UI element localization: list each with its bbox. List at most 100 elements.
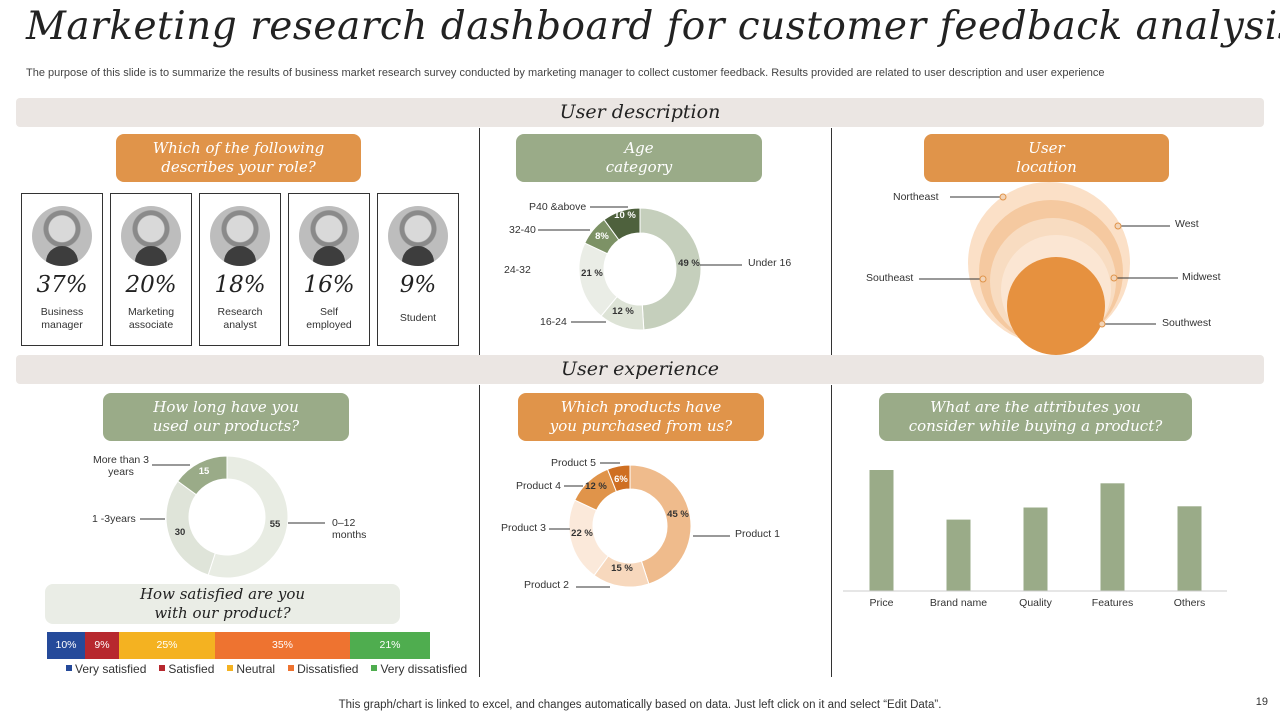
usage-leaders: [140, 464, 325, 524]
role-label: Business: [40, 306, 84, 318]
satisfaction-question: How satisfied are you with our product?: [45, 584, 400, 624]
location-ring-southwest: [1007, 257, 1105, 355]
age-label-under16: Under 16: [748, 257, 792, 269]
attributes-tick-label: Price: [869, 597, 894, 609]
divider: [831, 385, 832, 677]
products-slice-p1: [629, 464, 692, 585]
legend-label: Very satisfied: [75, 662, 147, 676]
usage-question-line1: How long have you: [153, 398, 299, 416]
location-label-midwest: Midwest: [1182, 271, 1221, 283]
avatar: [210, 206, 270, 266]
attributes-bar: [1177, 506, 1202, 591]
divider: [479, 385, 480, 677]
role-label: manager: [41, 319, 83, 331]
location-nested-circles: [968, 182, 1130, 355]
attributes-tick-label: Features: [1091, 597, 1134, 609]
role-percent: 16%: [303, 272, 355, 298]
satisfaction-segment-very-dissatisfied: 21%: [350, 632, 430, 659]
legend-item: Very dissatisfied: [371, 662, 467, 676]
role-label: Research: [217, 306, 263, 318]
age-value-24-32: 21 %: [581, 268, 603, 279]
products-question-line2: you purchased from us?: [549, 417, 733, 435]
legend-item: Dissatisfied: [288, 662, 358, 676]
divider: [831, 128, 832, 355]
role-card-marketing-associate: 20% Marketing associate: [110, 193, 192, 346]
page-number: 19: [1255, 696, 1268, 708]
products-value-p3: 22 %: [571, 528, 593, 539]
products-label-p1: Product 1: [735, 528, 780, 540]
location-header-line1: User: [1028, 139, 1065, 157]
role-card-student: 9% Student: [377, 193, 459, 346]
legend-swatch: [66, 665, 72, 671]
page-subtitle: The purpose of this slide is to summariz…: [26, 67, 1105, 79]
role-question-line2: describes your role?: [161, 158, 316, 176]
location-label-west: West: [1175, 218, 1199, 230]
usage-value-1-3: 30: [174, 527, 186, 538]
avatar: [299, 206, 359, 266]
role-label: Student: [399, 312, 437, 324]
usage-label-1-3: 1 -3years: [92, 513, 136, 525]
legend-label: Very dissatisfied: [380, 662, 468, 676]
products-value-p1: 45 %: [667, 509, 689, 520]
products-value-p2: 15 %: [611, 563, 633, 574]
role-percent: 20%: [125, 272, 177, 298]
usage-donut-chart: [165, 455, 289, 579]
location-header-line2: location: [1016, 158, 1077, 176]
legend-label: Dissatisfied: [297, 662, 359, 676]
location-header: User location: [924, 134, 1169, 182]
legend-swatch: [159, 665, 166, 671]
attributes-tick-label: Others: [1173, 597, 1206, 609]
legend-label: Satisfied: [168, 662, 215, 676]
avatar: [32, 206, 92, 266]
products-label-p2: Product 2: [524, 579, 569, 591]
satisfaction-question-line1: How satisfied are you: [139, 585, 306, 603]
satisfaction-segment-dissatisfied: 35%: [215, 632, 350, 659]
legend-swatch: [227, 665, 234, 671]
role-label: Self: [319, 306, 339, 318]
products-value-p4: 12 %: [585, 481, 607, 492]
attributes-tick-label: Quality: [1019, 597, 1052, 609]
legend-item: Neutral: [227, 662, 275, 676]
products-label-p3: Product 3: [501, 522, 546, 534]
role-label: associate: [128, 319, 174, 331]
legend-swatch: [371, 665, 378, 671]
footer-note: This graph/chart is linked to excel, and…: [338, 699, 942, 711]
location-label-southwest: Southwest: [1162, 317, 1212, 329]
role-card-business-manager: 37% Business manager: [21, 193, 103, 346]
satisfaction-question-line2: with our product?: [154, 604, 291, 622]
age-header: Age category: [516, 134, 762, 182]
divider: [479, 128, 480, 355]
usage-label-more3: More than 3 years: [92, 454, 150, 478]
satisfaction-bar: 10% 9% 25% 35% 21%: [47, 632, 430, 659]
avatar: [388, 206, 448, 266]
products-value-p5: 6%: [614, 474, 628, 485]
usage-slice-more3: [176, 455, 228, 496]
location-label-southeast: Southeast: [866, 272, 914, 284]
satisfaction-segment-satisfied: 9%: [85, 632, 119, 659]
products-leaders: [549, 462, 730, 588]
attributes-bar: [946, 519, 971, 591]
satisfaction-segment-neutral: 25%: [119, 632, 215, 659]
age-header-line2: category: [605, 158, 673, 176]
attributes-tick-label: Brand name: [929, 597, 988, 609]
products-label-p5: Product 5: [551, 457, 596, 469]
usage-question-line2: used our products?: [152, 417, 300, 435]
products-label-p4: Product 4: [516, 480, 561, 492]
page-title: Marketing research dashboard for custome…: [26, 4, 1280, 49]
usage-slice-0-12: [207, 455, 289, 579]
age-value-16-24: 12 %: [612, 306, 634, 317]
role-label: Marketing: [127, 306, 175, 318]
role-percent: 37%: [36, 272, 88, 298]
products-slice-p5: [606, 464, 631, 493]
satisfaction-segment-very-satisfied: 10%: [47, 632, 85, 659]
age-label-24-32: 24-32: [504, 264, 531, 276]
usage-label-0-12: 0–12 months: [332, 517, 367, 541]
role-card-self-employed: 16% Self employed: [288, 193, 370, 346]
role-label: analyst: [223, 319, 257, 331]
location-leaders: [919, 196, 1178, 325]
role-question-line1: Which of the following: [152, 139, 325, 157]
usage-value-more3: 15: [198, 466, 210, 477]
age-slice-p40: [603, 207, 641, 241]
age-label-32-40: 32-40: [509, 224, 536, 236]
